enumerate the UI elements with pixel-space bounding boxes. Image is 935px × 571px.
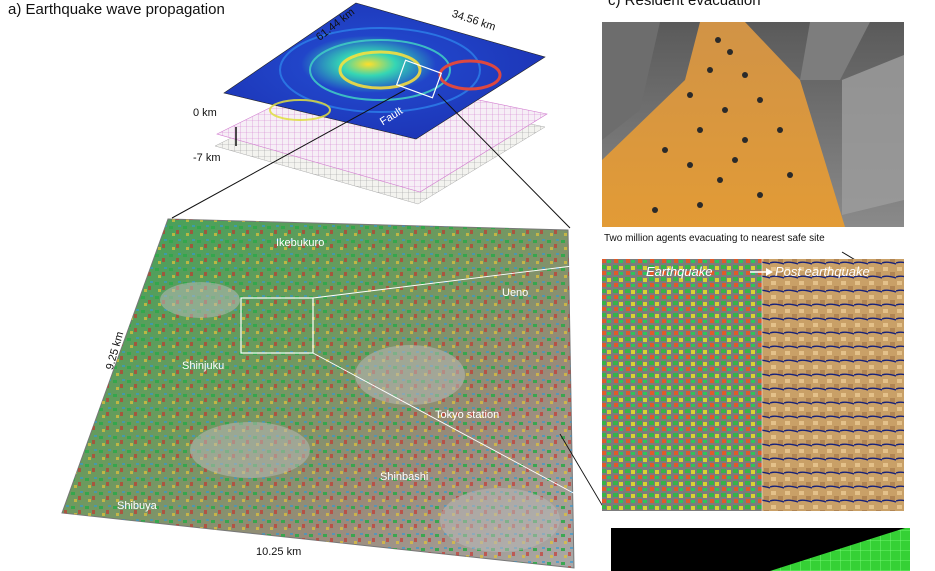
place-tokyo-station: Tokyo station	[435, 409, 500, 421]
terrain-patches	[160, 282, 560, 552]
city-model	[61, 218, 575, 569]
wave-surface	[223, 2, 546, 140]
evacuation-street	[602, 22, 845, 227]
post-earthquake-label: Post earthquake	[775, 264, 870, 279]
evacuation-view	[602, 22, 904, 227]
earthquake-image	[602, 259, 762, 511]
wave-model	[214, 2, 548, 205]
place-shibuya: Shibuya	[117, 500, 157, 512]
zoom-lines-b	[312, 261, 606, 511]
zoom-region	[240, 297, 314, 354]
bottom-depth-label: -7 km	[193, 152, 221, 164]
earthquake-comparison	[602, 259, 904, 511]
city-bottom-label: 10.25 km	[256, 546, 302, 558]
panel-c-title: c) Resident evacuation	[608, 0, 761, 9]
place-ueno: Ueno	[502, 287, 529, 299]
place-shinjuku: Shinjuku	[182, 360, 225, 372]
wave-rings	[269, 27, 502, 121]
panel-a-title: a) Earthquake wave propagation	[8, 1, 225, 18]
agents	[652, 37, 793, 213]
mesh-view	[611, 528, 910, 571]
evacuation-caption: Two million agents evacuating to nearest…	[604, 233, 825, 244]
place-shinbashi: Shinbashi	[380, 471, 429, 483]
post-earthquake-image	[762, 259, 904, 511]
top-depth-label: 0 km	[193, 107, 217, 119]
fault-box	[395, 59, 443, 99]
zoom-lines-a	[171, 89, 571, 229]
place-ikebukuro: Ikebukuro	[276, 237, 325, 249]
earthquake-label: Earthquake	[646, 264, 713, 279]
